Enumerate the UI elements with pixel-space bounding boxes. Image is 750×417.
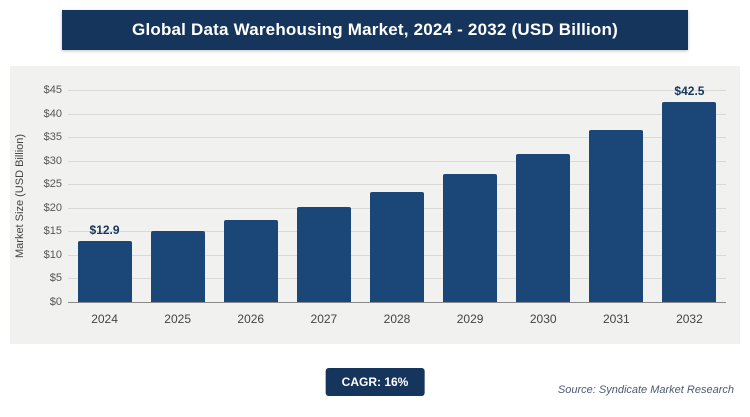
y-axis-title: Market Size (USD Billion) [14,133,26,259]
x-tick-label: 2028 [383,312,411,326]
x-tick-label: 2024 [91,312,118,326]
page-title: Global Data Warehousing Market, 2024 - 2… [132,20,618,39]
gridline [68,113,726,115]
bar-2029 [443,174,498,302]
chart-panel: Market Size (USD Billion) $0 $5 $10 $15 $20 $… [10,66,740,344]
page-title-bar: Global Data Warehousing Market, 2024 - 2… [62,10,688,50]
bar-value-label: $12.9 [89,223,120,238]
y-tick-label: $20 [43,201,62,214]
x-tick-label: 2032 [676,312,703,326]
gridline [68,184,726,186]
x-tick-label: 2025 [164,312,192,326]
x-tick-label: 2030 [529,312,557,326]
x-tick-label: 2027 [310,312,338,326]
y-tick-label: $15 [43,225,62,238]
bar-value-label: $42.5 [674,83,705,98]
plot-area: $0 $5 $10 $15 $20 $25 $30 $35 $40 $45 $12.9 2024 202… [44,84,726,326]
y-tick-label: $0 [49,296,62,308]
gridline [68,90,726,91]
x-axis-line [68,302,726,303]
gridline [68,137,726,139]
bar-2032 [662,101,717,302]
bar-2031 [589,130,644,302]
bar-2025 [150,231,205,302]
y-tick-label: $10 [43,248,62,261]
y-tick-label: $30 [43,154,62,167]
source-note: Source: Syndicate Market Research [557,384,734,396]
y-tick-label: $45 [43,84,62,96]
bar-2030 [516,153,571,302]
cagr-label: CAGR: 16% [341,375,409,389]
bar-2024 [77,241,132,302]
y-tick-label: $5 [49,272,62,285]
x-tick-label: 2026 [237,312,265,326]
bar-2028 [370,191,424,302]
gridline [68,160,726,162]
cagr-badge: CAGR: 16% [325,368,425,396]
y-tick-label: $25 [43,178,62,191]
bar-2026 [223,220,278,302]
x-tick-label: 2029 [456,312,484,326]
y-tick-label: $40 [43,107,62,120]
x-tick-label: 2031 [602,312,630,326]
bar-2027 [296,206,351,302]
y-tick-label: $35 [43,131,62,144]
